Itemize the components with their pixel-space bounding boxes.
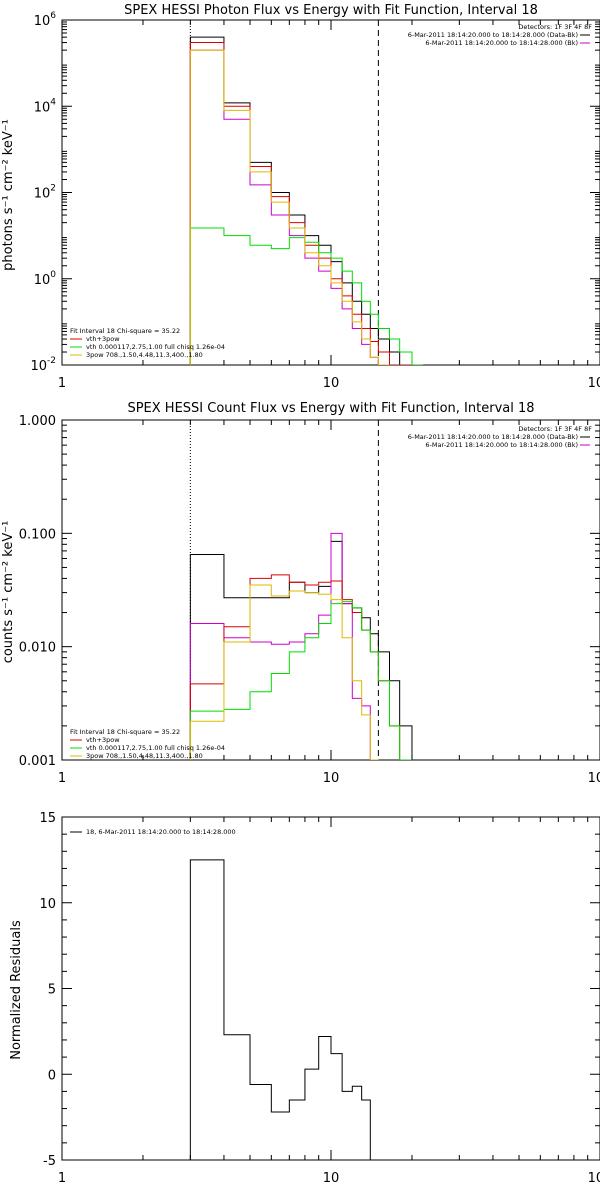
x-tick-label: 1 [58,771,66,786]
legend-header: Detectors: 1F 3F 4F 8F [518,425,592,433]
x-tick-label: 1 [58,1171,66,1186]
y-tick-label: 0.100 [19,527,56,542]
x-tick-label: 100 [588,1171,600,1186]
legend-entry: vth 0.000117,2.75,1.00 full chisq 1.26e-… [86,343,225,351]
y-tick-label: 0.010 [19,641,56,656]
legend-entry: 6-Mar-2011 18:14:20.000 to 18:14:28.000 … [408,31,578,39]
legend-entry: vth+3pow [86,335,120,343]
fit-info-header: Fit Interval 18 Chi-square = 35.22 [70,327,180,335]
legend-entry: 3pow 708.,1.50,4.48,11.3,400.,1.80 [86,351,203,359]
legend-entry: vth+3pow [86,736,120,744]
y-tick-label: 0 [48,1068,56,1083]
series-line-2 [189,42,424,365]
y-tick-label: 106 [34,11,57,29]
series-line-0 [189,540,424,760]
legend-entry: 18, 6-Mar-2011 18:14:20.000 to 18:14:28.… [86,828,236,836]
y-tick-label: 10-2 [30,356,56,374]
x-tick-label: 100 [588,376,600,391]
y-tick-label: 5 [48,983,56,998]
series-line-3 [189,601,412,760]
x-tick-label: 1 [58,376,66,391]
y-axis-label: photons s⁻¹ cm⁻² keV⁻¹ [1,119,16,271]
fit-info-header: Fit Interval 18 Chi-square = 35.22 [70,728,180,736]
y-tick-label: 10 [39,897,56,912]
y-tick-label: 100 [34,270,57,288]
x-tick-label: 10 [323,376,340,391]
y-tick-label: 102 [34,184,56,202]
x-tick-label: 10 [323,771,340,786]
plot-frame [61,19,600,366]
y-tick-label: 1.000 [19,414,56,429]
legend-entry: vth 0.000117,2.75,1.00 full chisq 1.26e-… [86,744,225,752]
panel-title: SPEX HESSI Count Flux vs Energy with Fit… [127,401,534,416]
x-tick-label: 100 [588,771,600,786]
residuals-panel: Normalized Residuals 1 10 100 15 10 5 0 -5 18, 6… [9,811,600,1186]
x-tick-label: 10 [323,1171,340,1186]
count-flux-panel: SPEX HESSI Count Flux vs Energy with Fit… [1,401,600,786]
legend-entry: 6-Mar-2011 18:14:20.000 to 18:14:28.000 … [408,433,578,441]
series-line-1 [189,532,379,760]
legend-entry: 6-Mar-2011 18:14:20.000 to 18:14:28.000 … [425,39,578,47]
y-tick-label: 0.001 [19,754,56,769]
series-line-1 [189,49,390,365]
y-axis-label: counts s⁻¹ cm⁻² keV⁻¹ [1,521,16,664]
y-tick-label: 104 [34,97,57,115]
panel-title: SPEX HESSI Photon Flux vs Energy with Fi… [124,3,538,18]
series-line-4 [189,584,379,760]
y-tick-label: 15 [39,811,56,826]
y-tick-label: -5 [43,1154,56,1169]
legend-header: Detectors: 1F 3F 4F 8F [518,23,592,31]
series-line-3 [189,227,424,365]
legend-entry: 6-Mar-2011 18:14:20.000 to 18:14:28.000 … [425,441,578,449]
legend-entry: 3pow 708.,1.50,4.48,11.3,400.,1.80 [86,752,203,760]
series-line-0 [189,859,379,1160]
series-line-0 [189,36,424,365]
plot-frame [61,816,600,1161]
y-axis-label: Normalized Residuals [9,920,24,1060]
series-line-4 [189,49,390,365]
photon-flux-panel: SPEX HESSI Photon Flux vs Energy with Fi… [1,3,600,391]
